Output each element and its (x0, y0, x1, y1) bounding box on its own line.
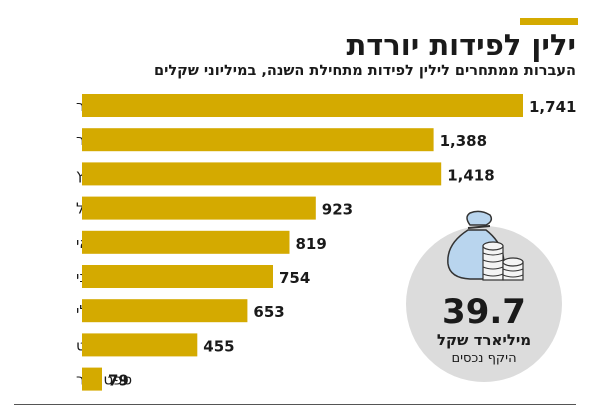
callout-value: 39.7 (442, 292, 526, 332)
value-label: 1,388 (440, 132, 487, 150)
bar (82, 265, 273, 288)
value-label: 1,418 (447, 166, 494, 184)
bar (82, 299, 248, 323)
value-label: 653 (253, 303, 284, 321)
bar (82, 162, 442, 186)
bar (82, 367, 102, 391)
value-label: 923 (322, 201, 353, 219)
bar (82, 333, 198, 357)
bar (82, 196, 316, 220)
value-label: 455 (203, 337, 234, 355)
value-label: 754 (279, 269, 310, 287)
bar (82, 230, 290, 254)
chart-title: ילין לפידות יורדת (346, 28, 576, 62)
asset-callout: 39.7 מיליארד שקל היקף נכסים (406, 210, 562, 382)
bar (82, 94, 523, 117)
title-accent-bar (520, 18, 578, 25)
value-label: 79 (108, 372, 129, 390)
bar (82, 128, 434, 152)
callout-unit: מיליארד שקל (437, 331, 531, 349)
chart-subtitle: העברות ממתחרים לילין לפידות מתחילת השנה,… (154, 63, 576, 79)
value-label: 819 (296, 235, 327, 253)
bottom-rule (14, 404, 576, 405)
callout-caption: היקף נכסים (451, 351, 516, 366)
value-label: 1,741 (529, 98, 576, 116)
money-bag-coins-icon (447, 210, 524, 281)
